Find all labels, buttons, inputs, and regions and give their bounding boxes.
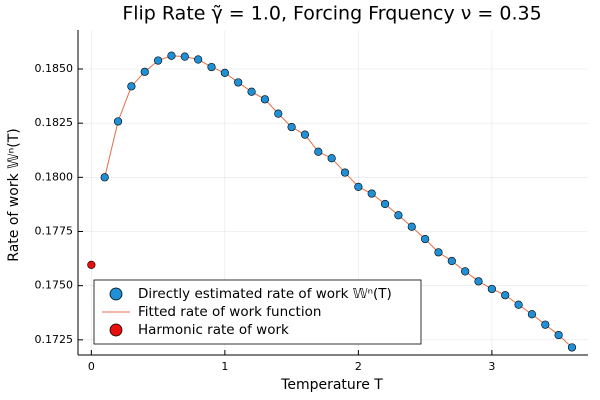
data-point <box>234 78 243 87</box>
data-point <box>474 277 483 286</box>
data-point <box>194 55 203 64</box>
data-point <box>340 168 350 177</box>
data-point <box>87 260 96 269</box>
data-point <box>140 67 149 76</box>
data-point <box>434 248 443 257</box>
x-tick-label: 0 <box>88 360 95 373</box>
data-point <box>380 199 390 209</box>
data-point <box>113 117 123 126</box>
data-point <box>274 109 283 118</box>
legend-label: Harmonic rate of work <box>138 322 289 338</box>
data-point <box>207 62 216 72</box>
data-point <box>554 330 563 340</box>
y-tick-label: 0.1825 <box>35 116 74 129</box>
data-point <box>501 291 510 300</box>
x-tick-label: 3 <box>488 360 495 373</box>
data-point <box>300 130 310 139</box>
legend-label: Fitted rate of work function <box>138 304 321 320</box>
data-point <box>260 95 270 104</box>
data-point <box>421 234 430 244</box>
data-point <box>247 87 256 96</box>
data-point <box>154 56 163 65</box>
y-tick-label: 0.1775 <box>35 225 74 238</box>
data-point <box>367 189 376 198</box>
data-point <box>447 256 456 266</box>
data-point <box>354 182 363 191</box>
x-tick-label: 1 <box>221 360 228 373</box>
y-axis-label: Rate of work 𝕎ⁿ(T) <box>6 128 22 261</box>
data-point <box>127 82 136 91</box>
data-point <box>487 284 496 294</box>
y-tick-label: 0.1850 <box>35 62 74 75</box>
data-point <box>314 147 323 156</box>
x-axis-label: Temperature T <box>280 377 383 393</box>
y-tick-label: 0.1800 <box>35 170 74 183</box>
legend-marker <box>109 287 123 301</box>
data-point <box>394 211 403 220</box>
legend-label: Directly estimated rate of work 𝕎ⁿ(T) <box>138 286 392 302</box>
data-point <box>541 320 550 329</box>
data-point <box>514 300 523 309</box>
y-tick-label: 0.1725 <box>35 333 74 346</box>
data-point <box>327 154 336 163</box>
data-point <box>461 267 470 276</box>
data-point <box>167 51 176 60</box>
legend-marker <box>109 323 123 337</box>
chart-title: Flip Rate γ̃ = 1.0, Forcing Frquency ν =… <box>122 3 541 25</box>
data-point <box>407 222 416 231</box>
data-point <box>100 173 109 182</box>
data-point <box>527 310 537 319</box>
data-point <box>287 122 296 132</box>
data-point <box>180 52 189 61</box>
data-point <box>220 68 229 77</box>
x-tick-label: 2 <box>355 360 362 373</box>
data-point <box>567 343 577 352</box>
y-tick-label: 0.1750 <box>35 279 74 292</box>
legend-box <box>93 279 422 345</box>
